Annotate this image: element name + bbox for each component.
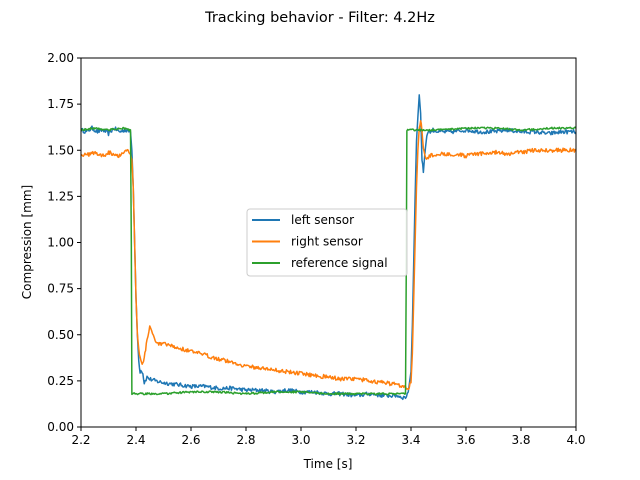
x-tick-label: 2.8 [236,433,255,447]
y-axis: 0.00 0.25 0.50 0.75 1.00 1.25 1.50 1.75 2.00 [47,51,81,434]
y-tick-label: 2.00 [47,51,74,65]
x-tick-label: 2.6 [181,433,200,447]
x-tick-label: 2.2 [71,433,90,447]
chart-title: Tracking behavior - Filter: 4.2Hz [204,10,435,26]
x-tick-label: 3.2 [346,433,365,447]
x-tick-label: 4.0 [566,433,585,447]
y-tick-label: 1.25 [47,189,74,203]
y-tick-label: 0.75 [47,282,74,296]
series-line-reference-signal [81,126,576,396]
legend-box [246,208,408,277]
series-line-right-sensor [81,120,576,391]
y-tick-label: 1.00 [47,236,74,250]
x-tick-label: 3.6 [456,433,475,447]
legend-label: left sensor [291,213,354,227]
y-tick-label: 0.25 [47,374,74,388]
y-tick-label: 0.50 [47,328,74,342]
y-tick-label: 1.50 [47,143,74,157]
x-axis: 2.2 2.4 2.6 2.8 3.0 3.2 3.4 3.6 3.8 4.0 [71,427,586,447]
x-axis-label: Time [s] [303,457,353,471]
x-tick-label: 3.0 [291,433,310,447]
legend-label: right sensor [291,235,363,249]
y-axis-label: Compression [mm] [20,185,34,299]
legend: left sensor right sensor reference signal [246,208,408,277]
x-tick-label: 2.4 [126,433,145,447]
x-tick-label: 3.8 [511,433,530,447]
series-group [81,94,576,401]
x-tick-label: 3.4 [401,433,420,447]
y-tick-label: 1.75 [47,97,74,111]
legend-label: reference signal [291,256,388,270]
series-line-left-sensor [81,94,576,401]
y-tick-label: 0.00 [47,420,74,434]
